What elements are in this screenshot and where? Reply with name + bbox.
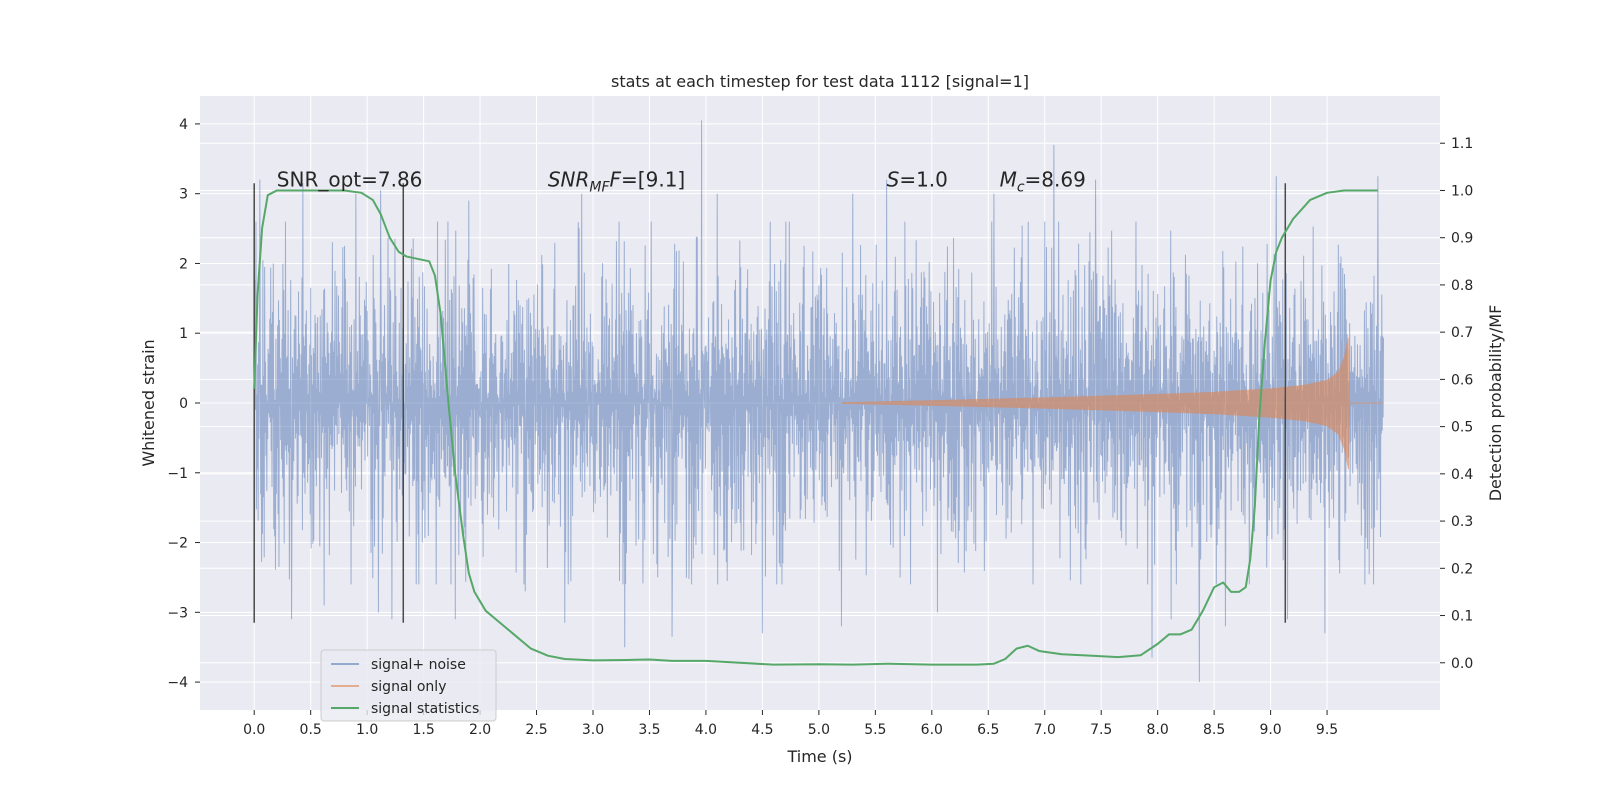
y2-tick-label: 0.4	[1451, 467, 1473, 483]
x-tick-label: 7.0	[1034, 722, 1056, 738]
annotation-snr-mf: SNRMFF=[9.1]	[548, 168, 685, 196]
annotations: SNR_opt=7.86 SNRMFF=[9.1] S=1.0 Mc=8.69	[277, 168, 1086, 196]
x-tick-label: 9.0	[1259, 722, 1281, 738]
x-tick-label: 8.0	[1147, 722, 1169, 738]
y-tick-label: 4	[179, 117, 188, 133]
x-tick-label: 3.0	[582, 722, 604, 738]
signal-statistics-series	[253, 189, 1378, 666]
x-tick-label: 5.0	[808, 722, 830, 738]
x-tick-label: 2.5	[525, 722, 547, 738]
y-tick-label: 0	[179, 396, 188, 412]
y-axis-ticks: 4 3 2 1 0 −1 −2 −3 −4	[167, 117, 200, 691]
y-tick-label: 1	[179, 326, 188, 342]
y2-tick-label: 1.1	[1451, 136, 1473, 152]
vertical-markers	[253, 183, 1287, 623]
x-tick-label: 9.5	[1316, 722, 1338, 738]
legend-label-signal-noise: signal+ noise	[371, 657, 466, 673]
y2-tick-label: 0.8	[1451, 278, 1473, 294]
x-tick-label: 6.5	[977, 722, 999, 738]
y2-tick-label: 0.3	[1451, 514, 1473, 530]
x-axis-label: Time (s)	[786, 747, 852, 766]
x-tick-label: 4.0	[695, 722, 717, 738]
y2-tick-label: 0.2	[1451, 561, 1473, 577]
legend-label-signal-statistics: signal statistics	[371, 701, 479, 717]
y-tick-label: −1	[167, 466, 188, 482]
chart-title: stats at each timestep for test data 111…	[611, 72, 1029, 91]
y2-tick-label: 0.1	[1451, 609, 1473, 625]
annotation-snr-opt: SNR_opt=7.86	[277, 168, 423, 192]
x-tick-label: 6.0	[921, 722, 943, 738]
x-tick-label: 8.5	[1203, 722, 1225, 738]
x-tick-label: 4.5	[751, 722, 773, 738]
x-tick-label: 0.5	[300, 722, 322, 738]
signal-statistics-line	[253, 189, 1378, 666]
y2-tick-label: 0.6	[1451, 372, 1473, 388]
y-tick-label: −3	[167, 605, 188, 621]
annotation-s-value: S=1.0	[887, 168, 948, 192]
legend-label-signal-only: signal only	[371, 679, 446, 695]
y2-tick-label: 1.0	[1451, 183, 1473, 199]
x-tick-label: 5.5	[864, 722, 886, 738]
y-tick-label: −4	[167, 675, 188, 691]
y-axis-label: Whitened strain	[139, 339, 158, 466]
legend: signal+ noise signal only signal statist…	[320, 649, 497, 722]
annotation-mc-value: Mc=8.69	[1000, 168, 1086, 196]
y-tick-label: 3	[179, 187, 188, 203]
x-tick-label: 7.5	[1090, 722, 1112, 738]
x-tick-label: 3.5	[638, 722, 660, 738]
y2-tick-label: 0.5	[1451, 420, 1473, 436]
signal-only-series	[840, 337, 1384, 470]
legend-box	[320, 649, 497, 722]
y2-axis-ticks: 1.1 1.0 0.9 0.8 0.7 0.6 0.5 0.4 0.3 0.2 0.1 0.0	[1440, 136, 1473, 672]
y-tick-label: −2	[167, 536, 188, 552]
x-tick-label: 1.0	[356, 722, 378, 738]
y-tick-label: 2	[179, 256, 188, 272]
y2-axis-label: Detection probability/MF	[1486, 305, 1505, 502]
x-tick-label: 0.0	[243, 722, 265, 738]
y2-tick-label: 0.9	[1451, 231, 1473, 247]
x-tick-label: 2.0	[469, 722, 491, 738]
signal-only-trace	[840, 337, 1384, 470]
x-axis-ticks: 0.0 0.5 1.0 1.5 2.0 2.5 3.0 3.5 4.0 4.5 5.0 5.5 6.0 6…	[243, 710, 1338, 738]
y2-tick-label: 0.0	[1451, 656, 1473, 672]
y2-tick-label: 0.7	[1451, 325, 1473, 341]
x-tick-label: 1.5	[412, 722, 434, 738]
